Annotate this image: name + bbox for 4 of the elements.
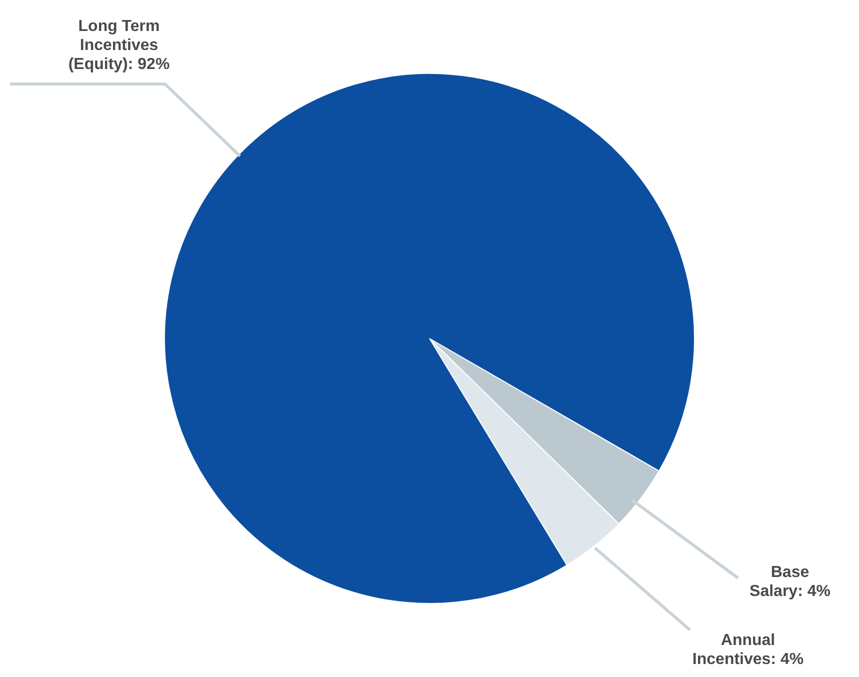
- slice-label: Annual Incentives: 4%: [692, 632, 804, 668]
- slice-label: Long Term Incentives (Equity): 92%: [68, 18, 170, 73]
- slice-label: Base Salary: 4%: [750, 564, 830, 600]
- pie-slice: [164, 73, 695, 604]
